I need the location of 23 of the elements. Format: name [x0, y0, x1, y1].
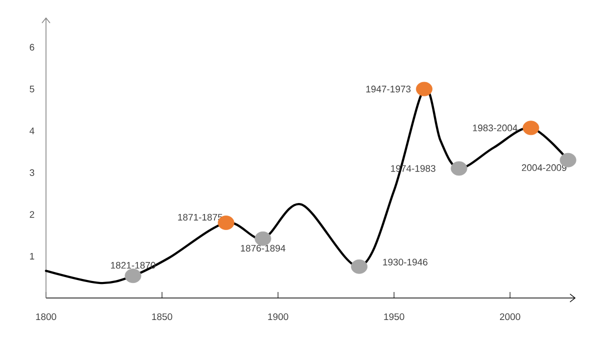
annotation: 1930-1946 [383, 258, 428, 266]
x-tick-label: 1800 [36, 313, 56, 320]
point [416, 82, 432, 96]
y-tick-label: 6 [30, 44, 34, 51]
x-tick-label: 2000 [500, 313, 520, 320]
point [124, 268, 142, 284]
annotation: 1876-1894 [240, 244, 286, 252]
point [350, 259, 368, 274]
point [450, 161, 468, 176]
point [522, 120, 540, 136]
y-tick-label: 5 [30, 86, 34, 92]
y-tick-label: 1 [30, 252, 34, 260]
y-tick-label: 2 [30, 211, 34, 218]
annotation: 1983-2004 [473, 124, 518, 132]
y-tick-label: 3 [30, 169, 34, 176]
y-tick-label: 4 [30, 128, 34, 134]
point [254, 231, 272, 246]
x-tick-label: 1950 [384, 313, 404, 320]
x-tick-label: 1900 [268, 313, 288, 320]
annotation: 2004-2009 [522, 164, 566, 172]
annotation: 1821-1870 [111, 262, 156, 269]
x-tick-label: 1850 [152, 313, 172, 320]
annotation: 1947-1973 [366, 86, 411, 92]
